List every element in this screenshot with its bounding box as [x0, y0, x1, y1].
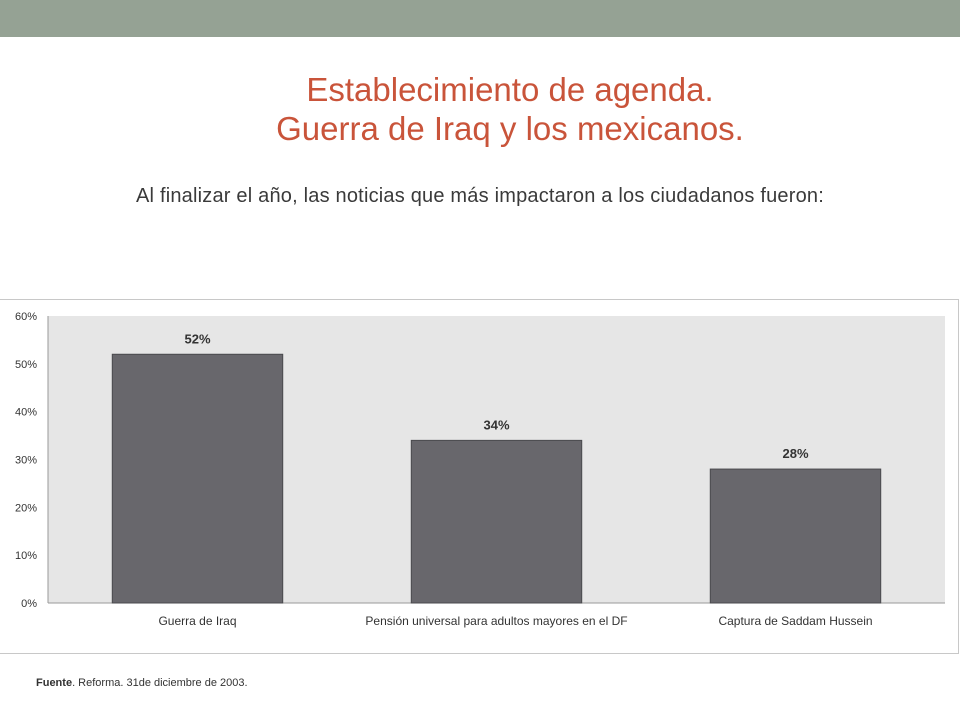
y-tick-label: 60%	[15, 311, 37, 323]
bar	[111, 353, 284, 604]
title-line-1: Establecimiento de agenda.	[306, 71, 714, 108]
title-line-2: Guerra de Iraq y los mexicanos.	[276, 110, 744, 147]
data-label: 34%	[483, 417, 509, 432]
top-bar	[0, 0, 960, 37]
y-tick-label: 30%	[15, 455, 37, 467]
y-tick-label: 0%	[21, 598, 37, 610]
y-tick-label: 20%	[15, 502, 37, 514]
page-title: Establecimiento de agenda. Guerra de Ira…	[0, 70, 960, 148]
x-tick-label: Captura de Saddam Hussein	[718, 614, 872, 628]
bar	[410, 439, 583, 604]
source-text: . Reforma. 31de diciembre de 2003.	[72, 677, 248, 689]
source-label: Fuente	[36, 677, 73, 689]
chart-frame	[0, 299, 959, 654]
y-tick-label: 40%	[15, 407, 37, 419]
y-tick-label: 50%	[15, 359, 37, 371]
x-tick-label: Guerra de Iraq	[158, 614, 236, 628]
bar-chart: 0% 10% 20% 30% 40% 50% 60% 52% Guerra de Iraq 34%…	[15, 311, 945, 628]
subtitle: Al finalizar el año, las noticias que má…	[136, 185, 824, 207]
bar	[709, 468, 882, 604]
x-tick-label: Pensión universal para adultos mayores e…	[365, 614, 627, 628]
data-label: 28%	[782, 446, 808, 461]
data-label: 52%	[184, 331, 210, 346]
y-tick-label: 10%	[15, 550, 37, 562]
source-note: Fuente. Reforma. 31de diciembre de 2003.	[36, 677, 248, 689]
